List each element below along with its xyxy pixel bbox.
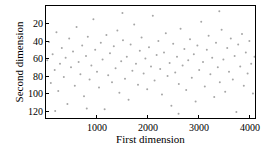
svg-text:80: 80 [33, 71, 43, 82]
svg-text:120: 120 [28, 106, 43, 117]
svg-text:3000: 3000 [189, 122, 209, 133]
svg-text:First dimension: First dimension [116, 133, 185, 145]
svg-text:40: 40 [33, 36, 43, 47]
svg-text:Second dimension: Second dimension [13, 21, 25, 102]
svg-text:2000: 2000 [138, 122, 158, 133]
svg-text:1000: 1000 [87, 122, 107, 133]
svg-text:4000: 4000 [240, 122, 260, 133]
svg-text:60: 60 [33, 53, 43, 64]
svg-text:100: 100 [28, 88, 43, 99]
svg-text:20: 20 [33, 18, 43, 29]
